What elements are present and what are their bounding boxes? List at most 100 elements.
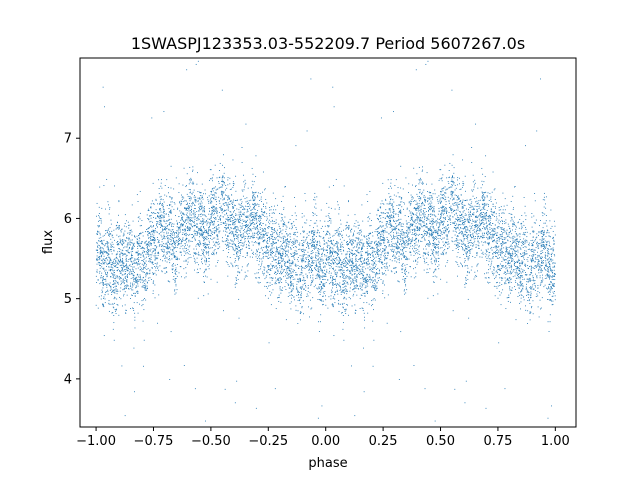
- data-point: [410, 202, 412, 204]
- data-point: [148, 209, 150, 211]
- data-point: [475, 274, 477, 276]
- data-point: [438, 208, 440, 209]
- data-point: [518, 287, 520, 289]
- data-point: [343, 277, 345, 279]
- data-point: [239, 225, 241, 227]
- data-point: [265, 286, 267, 287]
- data-point: [478, 247, 479, 249]
- data-point: [519, 273, 521, 274]
- data-point: [484, 227, 486, 229]
- data-point: [353, 262, 354, 264]
- data-point: [493, 251, 495, 253]
- data-point: [266, 246, 268, 248]
- data-point: [483, 242, 485, 243]
- data-point: [137, 291, 139, 293]
- data-point: [500, 221, 501, 223]
- data-point: [510, 256, 512, 258]
- data-point: [389, 215, 391, 217]
- data-point: [312, 236, 314, 238]
- data-point: [229, 224, 231, 226]
- data-point: [159, 196, 161, 198]
- data-point: [153, 203, 155, 205]
- data-point: [149, 232, 151, 234]
- data-point: [337, 256, 339, 258]
- data-point: [274, 212, 275, 214]
- data-point: [430, 233, 432, 235]
- data-point: [542, 215, 544, 217]
- data-point: [371, 246, 373, 248]
- data-point: [354, 264, 356, 266]
- data-point: [118, 275, 120, 277]
- data-point: [128, 232, 130, 234]
- data-point: [351, 264, 353, 266]
- data-point: [142, 265, 144, 267]
- data-point: [516, 239, 518, 241]
- data-point: [360, 265, 362, 267]
- data-point: [299, 266, 301, 268]
- data-point: [348, 261, 350, 263]
- data-point: [393, 215, 395, 217]
- data-point: [102, 279, 104, 281]
- data-point: [335, 252, 337, 254]
- data-point: [443, 252, 444, 254]
- data-point: [257, 242, 259, 244]
- data-point: [432, 295, 434, 297]
- data-point: [256, 258, 258, 259]
- data-point: [479, 199, 481, 201]
- data-point: [381, 200, 383, 202]
- data-point: [284, 286, 286, 288]
- data-point: [317, 230, 319, 231]
- data-point: [531, 286, 533, 288]
- data-point: [328, 258, 330, 260]
- data-point: [265, 295, 267, 297]
- data-point: [345, 290, 347, 292]
- data-point: [283, 241, 285, 243]
- data-point: [224, 210, 226, 212]
- data-point: [242, 190, 244, 192]
- data-point: [166, 246, 168, 248]
- data-point: [453, 167, 455, 169]
- data-point: [520, 253, 522, 255]
- data-point: [479, 215, 481, 217]
- data-point: [400, 237, 402, 239]
- data-point: [336, 241, 338, 243]
- data-point: [422, 182, 424, 184]
- data-point: [131, 234, 133, 236]
- data-point: [124, 415, 126, 417]
- data-point: [257, 234, 259, 236]
- data-point: [539, 239, 541, 241]
- data-point: [239, 230, 241, 232]
- data-point: [392, 255, 394, 257]
- data-point: [317, 251, 319, 253]
- data-point: [431, 230, 433, 232]
- data-point: [106, 285, 108, 286]
- data-point: [440, 215, 442, 217]
- data-point: [263, 229, 265, 231]
- data-point: [494, 228, 496, 230]
- data-point: [351, 239, 353, 240]
- data-point: [420, 197, 422, 199]
- data-point: [182, 223, 184, 225]
- data-point: [208, 244, 210, 245]
- data-point: [443, 194, 445, 195]
- data-point: [320, 246, 322, 247]
- data-point: [348, 277, 350, 279]
- data-point: [462, 207, 464, 209]
- data-point: [99, 218, 101, 219]
- data-point: [489, 268, 491, 270]
- data-point: [270, 227, 272, 228]
- data-point: [152, 221, 153, 223]
- data-point: [247, 224, 249, 226]
- data-point: [549, 265, 551, 267]
- data-point: [500, 255, 502, 256]
- data-point: [462, 241, 464, 243]
- data-point: [256, 260, 258, 261]
- data-point: [464, 218, 466, 220]
- data-point: [97, 234, 99, 235]
- data-point: [434, 229, 436, 231]
- data-point: [209, 224, 211, 226]
- data-point: [138, 254, 140, 256]
- data-point: [239, 252, 241, 254]
- data-point: [285, 252, 287, 254]
- data-point: [521, 215, 523, 216]
